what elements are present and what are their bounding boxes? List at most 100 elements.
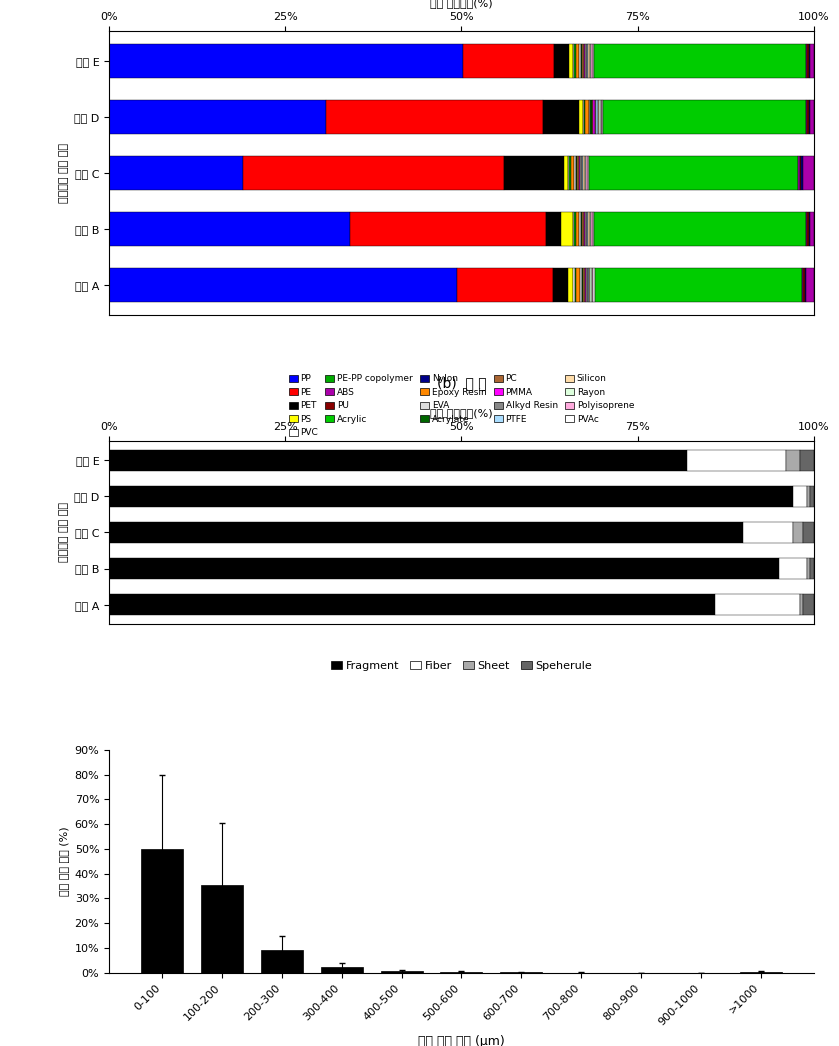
Bar bbox=[804, 269, 805, 302]
Bar bbox=[580, 44, 581, 77]
Bar bbox=[109, 157, 243, 190]
Bar bbox=[350, 212, 546, 246]
Bar bbox=[580, 269, 581, 302]
Bar bbox=[575, 157, 576, 190]
Bar bbox=[807, 212, 809, 246]
Bar bbox=[586, 269, 587, 302]
Bar bbox=[809, 44, 810, 77]
Bar bbox=[585, 157, 586, 190]
Bar bbox=[591, 100, 592, 134]
Bar bbox=[588, 157, 589, 190]
Bar bbox=[579, 157, 581, 190]
Bar bbox=[584, 100, 586, 134]
Bar bbox=[109, 450, 687, 471]
Bar bbox=[109, 269, 456, 302]
Bar bbox=[807, 558, 810, 579]
Bar bbox=[553, 269, 567, 302]
Bar bbox=[569, 44, 573, 77]
Bar bbox=[569, 157, 571, 190]
Bar bbox=[595, 44, 805, 77]
Bar bbox=[580, 212, 581, 246]
Bar bbox=[743, 522, 793, 543]
Bar bbox=[599, 100, 601, 134]
Bar bbox=[593, 269, 595, 302]
Bar bbox=[582, 157, 583, 190]
Bar bbox=[109, 100, 326, 134]
Bar bbox=[801, 157, 803, 190]
Bar bbox=[803, 522, 814, 543]
Bar bbox=[586, 100, 589, 134]
Bar bbox=[381, 971, 423, 973]
Bar bbox=[595, 100, 597, 134]
Bar bbox=[595, 269, 802, 302]
Bar bbox=[326, 100, 543, 134]
Bar bbox=[590, 212, 591, 246]
Bar bbox=[591, 44, 593, 77]
Bar bbox=[588, 212, 590, 246]
Bar bbox=[810, 212, 814, 246]
Bar bbox=[261, 951, 303, 973]
Bar bbox=[803, 157, 814, 190]
Bar bbox=[715, 594, 800, 615]
Bar bbox=[584, 44, 586, 77]
Bar bbox=[567, 269, 574, 302]
Bar bbox=[583, 269, 585, 302]
Bar bbox=[576, 157, 577, 190]
Bar bbox=[582, 44, 584, 77]
Bar bbox=[807, 44, 809, 77]
Bar bbox=[579, 100, 582, 134]
Bar bbox=[805, 212, 807, 246]
Title: (b)  형 태: (b) 형 태 bbox=[436, 377, 487, 390]
Bar bbox=[561, 212, 573, 246]
Bar bbox=[809, 212, 810, 246]
Bar bbox=[586, 44, 587, 77]
Bar bbox=[810, 100, 814, 134]
Bar bbox=[577, 157, 579, 190]
Bar bbox=[785, 450, 800, 471]
Bar bbox=[576, 269, 580, 302]
X-axis label: 재질 구성비율(%): 재질 구성비율(%) bbox=[430, 0, 492, 8]
Y-axis label: 분석대상 제염 업체: 분석대상 제염 업체 bbox=[59, 143, 69, 203]
Bar bbox=[793, 522, 803, 543]
Bar bbox=[109, 44, 463, 77]
Bar bbox=[440, 972, 482, 973]
Bar bbox=[554, 44, 569, 77]
X-axis label: 평균 검출 크기 (μm): 평균 검출 크기 (μm) bbox=[418, 1036, 505, 1046]
Bar bbox=[595, 212, 805, 246]
Bar bbox=[586, 157, 588, 190]
Bar bbox=[574, 269, 575, 302]
Bar bbox=[798, 157, 800, 190]
Bar bbox=[779, 558, 807, 579]
Bar bbox=[809, 100, 810, 134]
Bar bbox=[456, 269, 553, 302]
Bar bbox=[807, 100, 809, 134]
Bar bbox=[592, 269, 593, 302]
Bar bbox=[810, 485, 814, 507]
Bar bbox=[803, 594, 814, 615]
Y-axis label: 평균 크기 분포 (%): 평균 크기 분포 (%) bbox=[59, 826, 69, 896]
Bar bbox=[571, 157, 575, 190]
Bar bbox=[574, 44, 576, 77]
Bar bbox=[568, 157, 569, 190]
Bar bbox=[592, 100, 593, 134]
Bar bbox=[576, 212, 580, 246]
Bar bbox=[109, 485, 793, 507]
Bar bbox=[591, 269, 592, 302]
Bar bbox=[687, 450, 785, 471]
Bar bbox=[574, 212, 576, 246]
Bar bbox=[802, 269, 804, 302]
Bar bbox=[806, 100, 807, 134]
Bar bbox=[810, 558, 814, 579]
Legend: PP, PE, PET, PS, PVC, PE-PP copolymer, ABS, PU, Acrylic, Nylon, Epoxy Resin, EVA: PP, PE, PET, PS, PVC, PE-PP copolymer, A… bbox=[285, 370, 638, 440]
Bar bbox=[463, 44, 554, 77]
Bar bbox=[593, 212, 595, 246]
Legend: Fragment, Fiber, Sheet, Speherule: Fragment, Fiber, Sheet, Speherule bbox=[326, 657, 597, 676]
Bar bbox=[584, 212, 586, 246]
Bar bbox=[597, 100, 599, 134]
Bar bbox=[588, 44, 590, 77]
Bar bbox=[593, 100, 595, 134]
Bar bbox=[807, 485, 810, 507]
Bar bbox=[805, 44, 807, 77]
Bar bbox=[806, 269, 814, 302]
Bar bbox=[810, 44, 814, 77]
